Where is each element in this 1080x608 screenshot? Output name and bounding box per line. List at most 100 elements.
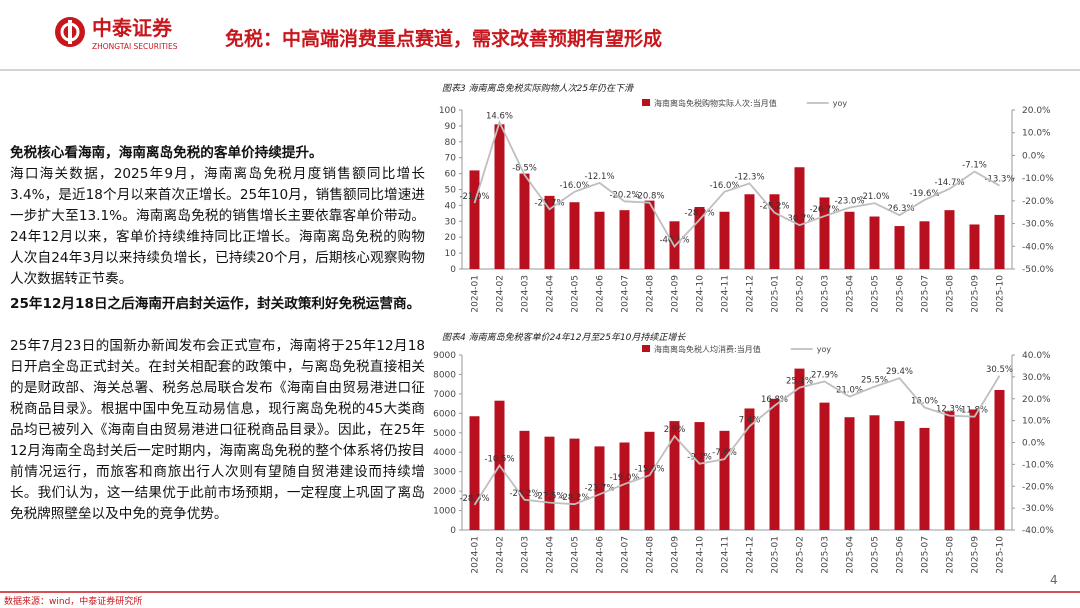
x-tick-label: 2025-06 [896, 275, 906, 313]
x-tick-label: 2024-10 [696, 275, 706, 313]
y-tick-label: 8000 [433, 370, 456, 380]
data-label: -12.3% [734, 172, 764, 182]
legend-label: 海南离岛免税购物实际人次:当月值 [654, 98, 777, 108]
data-label: 29.4% [886, 367, 913, 377]
x-tick-label: 2024-03 [521, 275, 531, 313]
bar [994, 390, 1005, 530]
data-label: 25.1% [786, 377, 813, 387]
data-label: 16.0% [911, 397, 938, 407]
y2-tick-label: -30.0% [1022, 220, 1054, 230]
data-label: -26.3% [884, 204, 914, 214]
data-label: 25.5% [861, 376, 888, 386]
x-tick-label: 2025-06 [896, 536, 906, 574]
x-tick-label: 2025-09 [971, 536, 981, 574]
heading: 免税核心看海南，海南离岛免税的客单价持续提升。 [10, 145, 323, 161]
y2-tick-label: -40.0% [1022, 526, 1054, 536]
y-tick-label: 9000 [433, 351, 456, 361]
y-tick-label: 2000 [433, 487, 456, 497]
data-label: 27.9% [811, 370, 838, 380]
bar [644, 200, 655, 269]
footer-source: 数据来源：wind，中泰证券研究所 [4, 595, 142, 607]
logo-cn: 中泰证券 [92, 16, 173, 40]
y2-tick-label: 0.0% [1022, 439, 1045, 449]
x-tick-label: 2024-08 [646, 536, 656, 574]
y-tick-label: 5000 [433, 429, 456, 439]
bar [494, 124, 505, 269]
data-label: -19.0% [609, 473, 639, 483]
data-label: 21.0% [836, 386, 863, 396]
x-tick-label: 2024-03 [521, 536, 531, 574]
data-label: -12.1% [584, 172, 614, 182]
data-label: -20.2% [609, 190, 639, 200]
data-label: 12.3% [936, 405, 963, 415]
bar [469, 170, 480, 269]
y-tick-label: 6000 [433, 409, 456, 419]
y2-tick-label: -20.0% [1022, 482, 1054, 492]
bar [694, 422, 705, 530]
x-tick-label: 2025-07 [921, 536, 931, 574]
legend-label: yoy [817, 345, 832, 354]
y2-tick-label: 30.0% [1022, 373, 1051, 383]
data-label: -13.3% [984, 175, 1014, 185]
x-tick-label: 2024-09 [671, 536, 681, 574]
bar [894, 421, 905, 530]
data-label: -14.7% [934, 178, 964, 188]
x-tick-label: 2024-01 [471, 275, 481, 313]
data-label: -25.2% [759, 202, 789, 212]
bar [894, 226, 905, 269]
y-tick-label: 40 [445, 201, 457, 211]
y2-tick-label: 20.0% [1022, 106, 1051, 116]
bar [744, 194, 755, 269]
bar [669, 421, 680, 530]
x-tick-label: 2024-04 [546, 536, 556, 574]
line [473, 119, 1000, 249]
bar [794, 368, 805, 530]
data-label: -23.7% [534, 198, 564, 208]
x-tick-label: 2025-10 [996, 275, 1006, 313]
bar [844, 211, 855, 269]
bar [469, 416, 480, 530]
y2-tick-label: 10.0% [1022, 129, 1051, 139]
x-tick-label: 2025-04 [846, 536, 856, 574]
bar [594, 211, 605, 269]
y2-tick-label: -40.0% [1022, 242, 1054, 252]
x-tick-label: 2024-05 [571, 275, 581, 313]
data-label: -8.5% [512, 164, 537, 174]
bar [544, 436, 555, 530]
data-label: -23.0% [834, 197, 864, 207]
x-tick-label: 2025-10 [996, 536, 1006, 574]
heading: 25年12月18日之后海南开启封关运作，封关政策利好免税运营商。 [10, 296, 421, 312]
y-tick-label: 0 [450, 265, 456, 275]
y2-tick-label: -10.0% [1022, 174, 1054, 184]
bar [569, 202, 580, 269]
y2-tick-label: 20.0% [1022, 395, 1051, 405]
data-label: -26.2% [509, 489, 539, 499]
bar [569, 438, 580, 530]
y-tick-label: 0 [450, 526, 456, 536]
y-tick-label: 1000 [433, 507, 456, 517]
data-label: -21.0% [859, 192, 889, 202]
y2-tick-label: 40.0% [1022, 351, 1051, 361]
y-tick-label: 90 [445, 122, 457, 132]
bar [644, 431, 655, 530]
legend-label: yoy [833, 99, 848, 108]
data-label: -9.7% [687, 453, 712, 463]
x-tick-label: 2025-02 [796, 536, 806, 574]
data-label: -30.7% [784, 214, 814, 224]
y-tick-label: 4000 [433, 448, 456, 458]
x-tick-label: 2024-01 [471, 536, 481, 574]
x-tick-label: 2024-12 [746, 536, 756, 574]
bar [719, 211, 730, 269]
paragraph: 25年7月23日的国新办新闻发布会正式宣布，海南将于25年12月18日开启全岛正… [10, 338, 425, 522]
data-label: 2.9% [664, 425, 686, 435]
y2-tick-label: -10.0% [1022, 460, 1054, 470]
bar [969, 409, 980, 530]
bar [919, 221, 930, 269]
data-label: -16.0% [559, 181, 589, 191]
bar [519, 430, 530, 530]
data-label: 30.5% [986, 365, 1013, 375]
y-tick-label: 3000 [433, 468, 456, 478]
x-tick-label: 2024-11 [721, 536, 731, 574]
data-label: -23.7% [584, 483, 614, 493]
y-tick-label: 100 [439, 106, 456, 116]
